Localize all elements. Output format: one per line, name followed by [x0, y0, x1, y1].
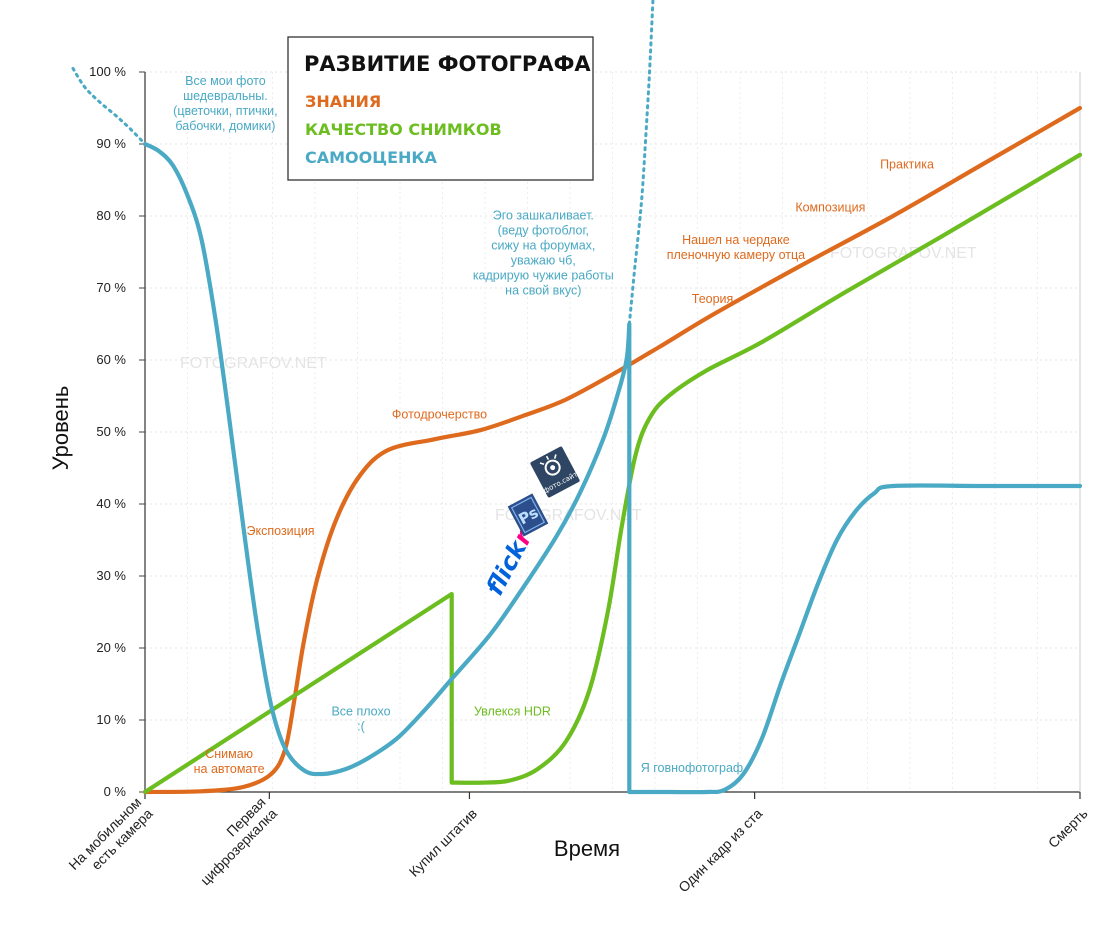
y-tick-label: 30 %: [96, 568, 126, 583]
annotation-line: (цветочки, птички,: [173, 104, 277, 118]
annotation-line: кадрирую чужие работы: [473, 269, 614, 283]
annotation-line: пленочную камеру отца: [667, 248, 805, 262]
y-tick-label: 100 %: [89, 64, 126, 79]
legend-title: РАЗВИТИЕ ФОТОГРАФА: [304, 52, 591, 76]
flickr-logo: flickr: [481, 524, 539, 600]
x-axis-label: Время: [554, 836, 620, 861]
x-tick-label: Смерть: [1045, 805, 1091, 851]
annotation-line: (веду фотоблог,: [498, 224, 589, 238]
y-ticks: 0 % 10 % 20 % 30 % 40 % 50 % 60 % 70 % 80 % 90 % 1…: [89, 64, 145, 799]
annotation: Все плохо:(: [331, 705, 390, 734]
annotation-line: шедевральны.: [183, 89, 268, 103]
y-tick-label: 60 %: [96, 352, 126, 367]
y-tick-label: 40 %: [96, 496, 126, 511]
annotation-line: уважаю чб,: [511, 254, 576, 268]
x-tick-label-line: Смерть: [1045, 805, 1091, 851]
legend-box: [287, 36, 594, 181]
annotation: Теория: [692, 292, 734, 306]
x-tick-label-line: Купил штатив: [406, 805, 480, 879]
self-esteem-dotted-extension: [71, 66, 147, 146]
annotation: Я говнофотограф: [641, 761, 743, 775]
annotation-line: на автомате: [194, 762, 265, 776]
annotation-line: Теория: [692, 292, 734, 306]
annotation-line: Фотодрочерство: [392, 407, 487, 421]
legend-entry-quality: КАЧЕСТВО СНИМКОВ: [305, 120, 502, 139]
self-esteem-dotted-extension: [627, 0, 655, 326]
quality-line: [142, 152, 1083, 795]
legend: РАЗВИТИЕ ФОТОГРАФА ЗНАНИЯ КАЧЕСТВО СНИМК…: [287, 36, 594, 181]
annotation: Увлекся HDR: [474, 705, 551, 719]
annotation-line: Снимаю: [205, 747, 253, 761]
annotation-line: :(: [357, 720, 365, 734]
watermark: FOTOGRAFOV.NET: [830, 245, 977, 262]
axis-labels: Время Уровень: [48, 386, 620, 861]
photoshop-logo: Ps: [507, 493, 549, 537]
legend-entry-knowledge: ЗНАНИЯ: [305, 92, 381, 111]
y-tick-label: 80 %: [96, 208, 126, 223]
x-tick-label: Купил штатив: [406, 805, 480, 879]
annotation-line: Практика: [880, 157, 934, 171]
grid: [145, 71, 1081, 792]
y-tick-label: 90 %: [96, 136, 126, 151]
x-tick-label-line: Один кадр из ста: [675, 805, 765, 895]
annotation-line: сижу на форумах,: [491, 239, 595, 253]
annotation-line: Все плохо: [331, 705, 390, 719]
legend-entry-self-esteem: САМООЦЕНКА: [305, 148, 437, 167]
annotation-line: Все мои фото: [185, 74, 266, 88]
y-axis-label: Уровень: [48, 386, 73, 471]
annotation-line: Нашел на чердаке: [682, 233, 790, 247]
annotation-line: бабочки, домики): [175, 119, 275, 133]
annotation-line: на свой вкус): [505, 284, 581, 298]
y-tick-label: 70 %: [96, 280, 126, 295]
annotation-line: Я говнофотограф: [641, 761, 743, 775]
svg-text:flickr: flickr: [481, 524, 539, 600]
annotation-line: Экспозиция: [247, 524, 315, 538]
series-lines: [71, 0, 1083, 795]
annotation-line: Увлекся HDR: [474, 705, 551, 719]
knowledge-line: [142, 105, 1083, 795]
annotation-line: Эго зашкаливает.: [493, 209, 594, 223]
y-tick-label: 0 %: [104, 784, 127, 799]
annotation: Эго зашкаливает.(веду фотоблог,сижу на ф…: [473, 209, 614, 298]
annotation: Практика: [880, 157, 934, 171]
self-esteem-line: [142, 141, 1083, 795]
photosite-logo: фото.сайт: [530, 446, 580, 498]
annotation: Экспозиция: [247, 524, 315, 538]
watermark: FOTOGRAFOV.NET: [180, 355, 327, 372]
annotation-line: Композиция: [795, 201, 865, 215]
x-tick-label: Один кадр из ста: [675, 805, 765, 895]
y-tick-label: 50 %: [96, 424, 126, 439]
y-tick-label: 20 %: [96, 640, 126, 655]
annotation: Композиция: [795, 201, 865, 215]
annotation: Фотодрочерство: [392, 407, 487, 421]
y-tick-label: 10 %: [96, 712, 126, 727]
